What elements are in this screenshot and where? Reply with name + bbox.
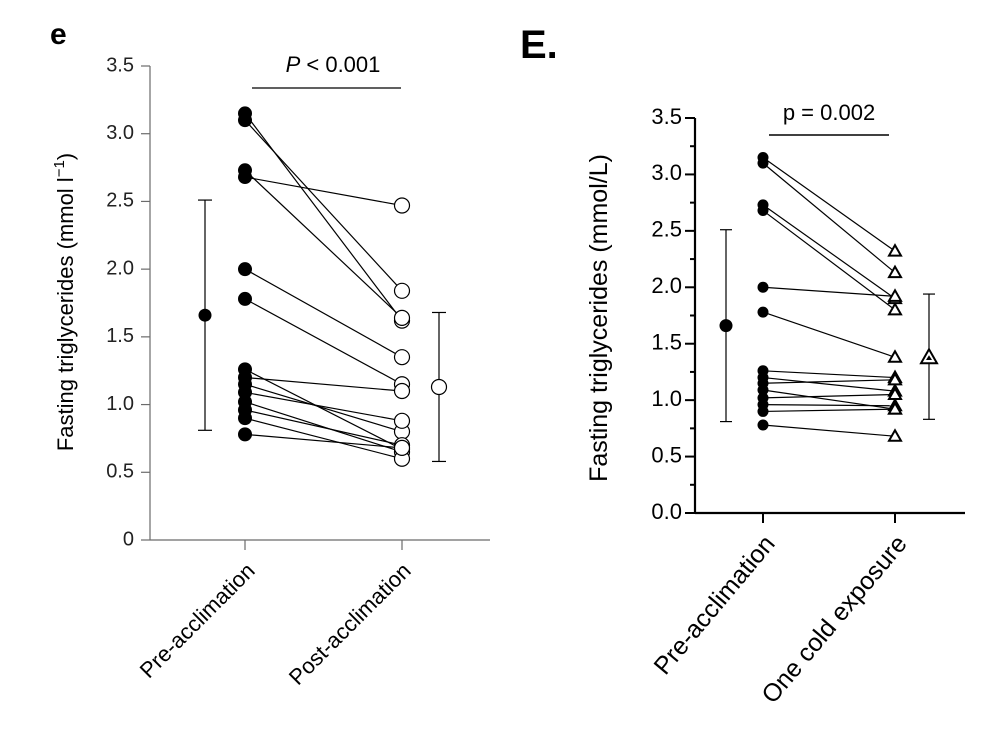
panel-E-y-tick-label: 3.5 xyxy=(651,104,682,129)
panel-e-chart: e Fasting triglycerides (mmol l−1) 0 0.5 1… xyxy=(50,18,490,690)
panel-E-pair-line xyxy=(762,376,896,392)
panel-E-point-post xyxy=(887,243,903,257)
panel-e-pair-line xyxy=(244,176,403,207)
panel-e-pair-line xyxy=(244,417,403,460)
panel-E-p-value: p = 0.002 xyxy=(783,100,875,125)
panel-E-y-tick-label: 1.5 xyxy=(651,330,682,355)
panel-E-y-tick-label: 0.5 xyxy=(651,442,682,467)
panel-E-pair-line xyxy=(762,424,896,437)
panel-e-pair-line xyxy=(244,391,403,422)
panel-e-pair-line xyxy=(244,368,403,450)
panel-E-pair-line xyxy=(762,389,896,410)
panel-e-pair-line xyxy=(244,298,403,385)
panel-e-point-post xyxy=(393,412,411,429)
panel-e-point-post xyxy=(393,439,411,457)
panel-E-point-post xyxy=(887,288,903,302)
panel-E-pair-line xyxy=(762,408,896,413)
panel-e-y-tick-label: 0.5 xyxy=(106,461,134,483)
panel-e-point-post xyxy=(393,309,411,326)
panel-e-pair-line xyxy=(244,401,403,453)
panel-E-paired-lines xyxy=(762,157,896,437)
panel-E-pair-line xyxy=(762,210,896,311)
panel-e-y-ticks: 0 0.5 1.0 1.5 2.0 2.5 3.0 3.5 xyxy=(106,54,150,550)
panel-e-pair-line xyxy=(244,169,403,319)
panel-E-pair-line xyxy=(762,370,896,379)
panel-E-point-pre xyxy=(757,306,769,318)
panel-E-y-tick-label: 3.0 xyxy=(651,160,682,185)
panel-E-pair-line xyxy=(762,162,896,274)
panel-e-summary-mean-pre xyxy=(198,308,212,322)
panel-e-paired-lines xyxy=(244,113,403,460)
panel-E-point-post xyxy=(887,428,903,442)
panel-e-y-tick-label: 2.0 xyxy=(106,257,134,279)
panel-E-point-pre xyxy=(757,281,769,293)
panel-E-summary-mean-post-inner xyxy=(926,355,932,360)
panel-E-point-pre xyxy=(757,384,769,396)
panel-e-category-post-acclimation: Post-acclimation xyxy=(284,558,416,690)
panel-E-pair-line xyxy=(762,311,896,358)
panel-E-chart: E. Fasting triglycerides (mmol/L) 0.0 0.5… xyxy=(520,23,965,709)
panel-e-pair-line xyxy=(244,433,403,449)
panel-E-pair-line xyxy=(762,286,896,297)
panel-e-y-axis-title: Fasting triglycerides (mmol l−1) xyxy=(51,153,78,451)
panel-E-y-tick-label: 2.0 xyxy=(651,273,682,298)
panel-E-point-pre xyxy=(757,419,769,431)
panel-E-pair-line xyxy=(762,379,896,384)
panel-E-point-post xyxy=(887,371,903,386)
panel-E-point-post xyxy=(887,264,903,279)
panel-e-point-pre xyxy=(238,427,252,442)
panel-E-summary-mean-pre xyxy=(719,319,733,333)
panel-E-point-post xyxy=(887,349,903,363)
panel-E-pair-line xyxy=(762,204,896,300)
panel-e-point-pre xyxy=(238,262,252,277)
panel-E-points xyxy=(757,152,903,442)
panel-E-pair-line xyxy=(762,393,896,399)
panel-E-y-ticks: 0.0 0.5 1.0 1.5 2.0 2.5 3.0 3.5 xyxy=(651,104,695,524)
panel-E-pair-line xyxy=(762,404,896,407)
panel-e-pair-line xyxy=(244,383,403,433)
panel-e-y-tick-label: 3.0 xyxy=(106,122,134,144)
panel-e-y-tick-label: 3.5 xyxy=(106,54,134,76)
panel-e-point-post xyxy=(393,282,411,299)
panel-e-pair-line xyxy=(244,409,403,446)
panel-e-p-value: P < 0.001 xyxy=(286,52,381,77)
panel-E-y-tick-label: 1.0 xyxy=(651,386,682,411)
panel-e-pair-line xyxy=(244,113,403,321)
panel-e-category-pre-acclimation: Pre-acclimation xyxy=(135,558,260,683)
panel-e-point-post xyxy=(393,197,411,214)
panel-E-point-pre xyxy=(757,157,769,169)
panel-e-y-tick-label: 0 xyxy=(123,528,134,550)
panel-e-y-tick-label: 1.5 xyxy=(106,325,134,347)
panel-E-point-post xyxy=(887,301,903,316)
panel-E-point-pre xyxy=(757,405,769,417)
panel-E-label: E. xyxy=(520,23,558,67)
panel-e-summary-errorbars xyxy=(198,199,448,463)
panel-E-y-tick-label: 2.5 xyxy=(651,217,682,242)
panel-e-y-tick-label: 2.5 xyxy=(106,190,134,212)
panel-E-pair-line xyxy=(762,157,896,252)
panel-E-summary-errorbars xyxy=(719,229,939,423)
panel-e-pair-line xyxy=(244,119,403,292)
panel-E-point-post xyxy=(887,401,903,415)
panel-e-point-post xyxy=(393,382,411,400)
panel-e-pair-line xyxy=(244,376,403,392)
panel-e-point-pre xyxy=(238,113,252,128)
panel-E-category-pre-acclimation: Pre-acclimation xyxy=(648,530,780,680)
panel-e-point-pre xyxy=(238,170,252,185)
panel-E-category-one-cold-exposure: One cold exposure xyxy=(756,530,912,709)
panel-e-summary-mean-post xyxy=(430,378,448,396)
panel-e-points xyxy=(238,106,411,467)
panel-e-point-post xyxy=(393,349,411,366)
panel-e-pair-line xyxy=(244,268,403,358)
panel-E-y-axis-title: Fasting triglycerides (mmol/L) xyxy=(585,154,613,482)
panel-e-point-pre xyxy=(238,291,252,306)
panel-e-y-tick-label: 1.0 xyxy=(106,393,134,415)
panel-E-point-pre xyxy=(757,205,769,217)
panel-e-point-pre xyxy=(238,411,252,426)
panel-e-label: e xyxy=(50,18,67,51)
panel-E-y-tick-label: 0.0 xyxy=(651,499,682,524)
